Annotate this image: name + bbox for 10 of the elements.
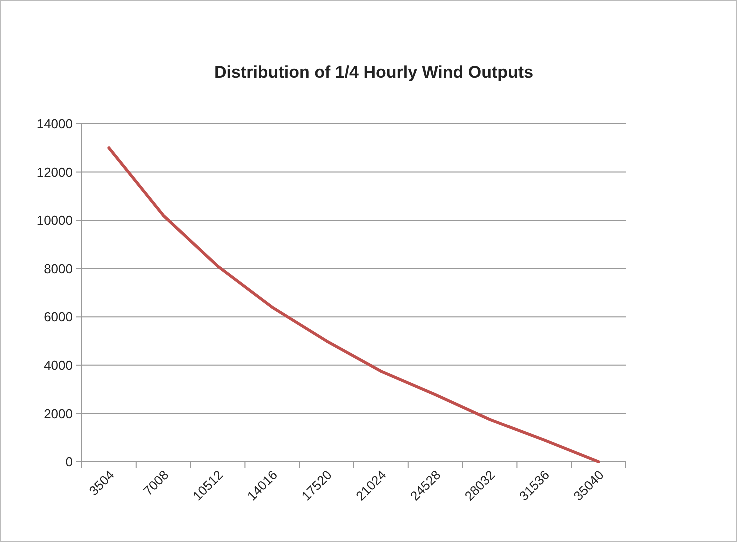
y-tick-label: 2000 (44, 406, 73, 422)
y-tick-label: 0 (66, 454, 73, 470)
y-tick-label: 8000 (44, 261, 73, 276)
y-tick-label: 14000 (36, 116, 73, 132)
line-series (108, 146, 600, 464)
y-tick-label: 12000 (36, 164, 73, 180)
y-tick-label: 6000 (44, 310, 73, 325)
y-tick-label: 4000 (44, 358, 73, 373)
chart-title: Distribution of 1/4 Hourly Wind Outputs (214, 63, 534, 82)
y-tick-label: 10000 (36, 213, 73, 228)
